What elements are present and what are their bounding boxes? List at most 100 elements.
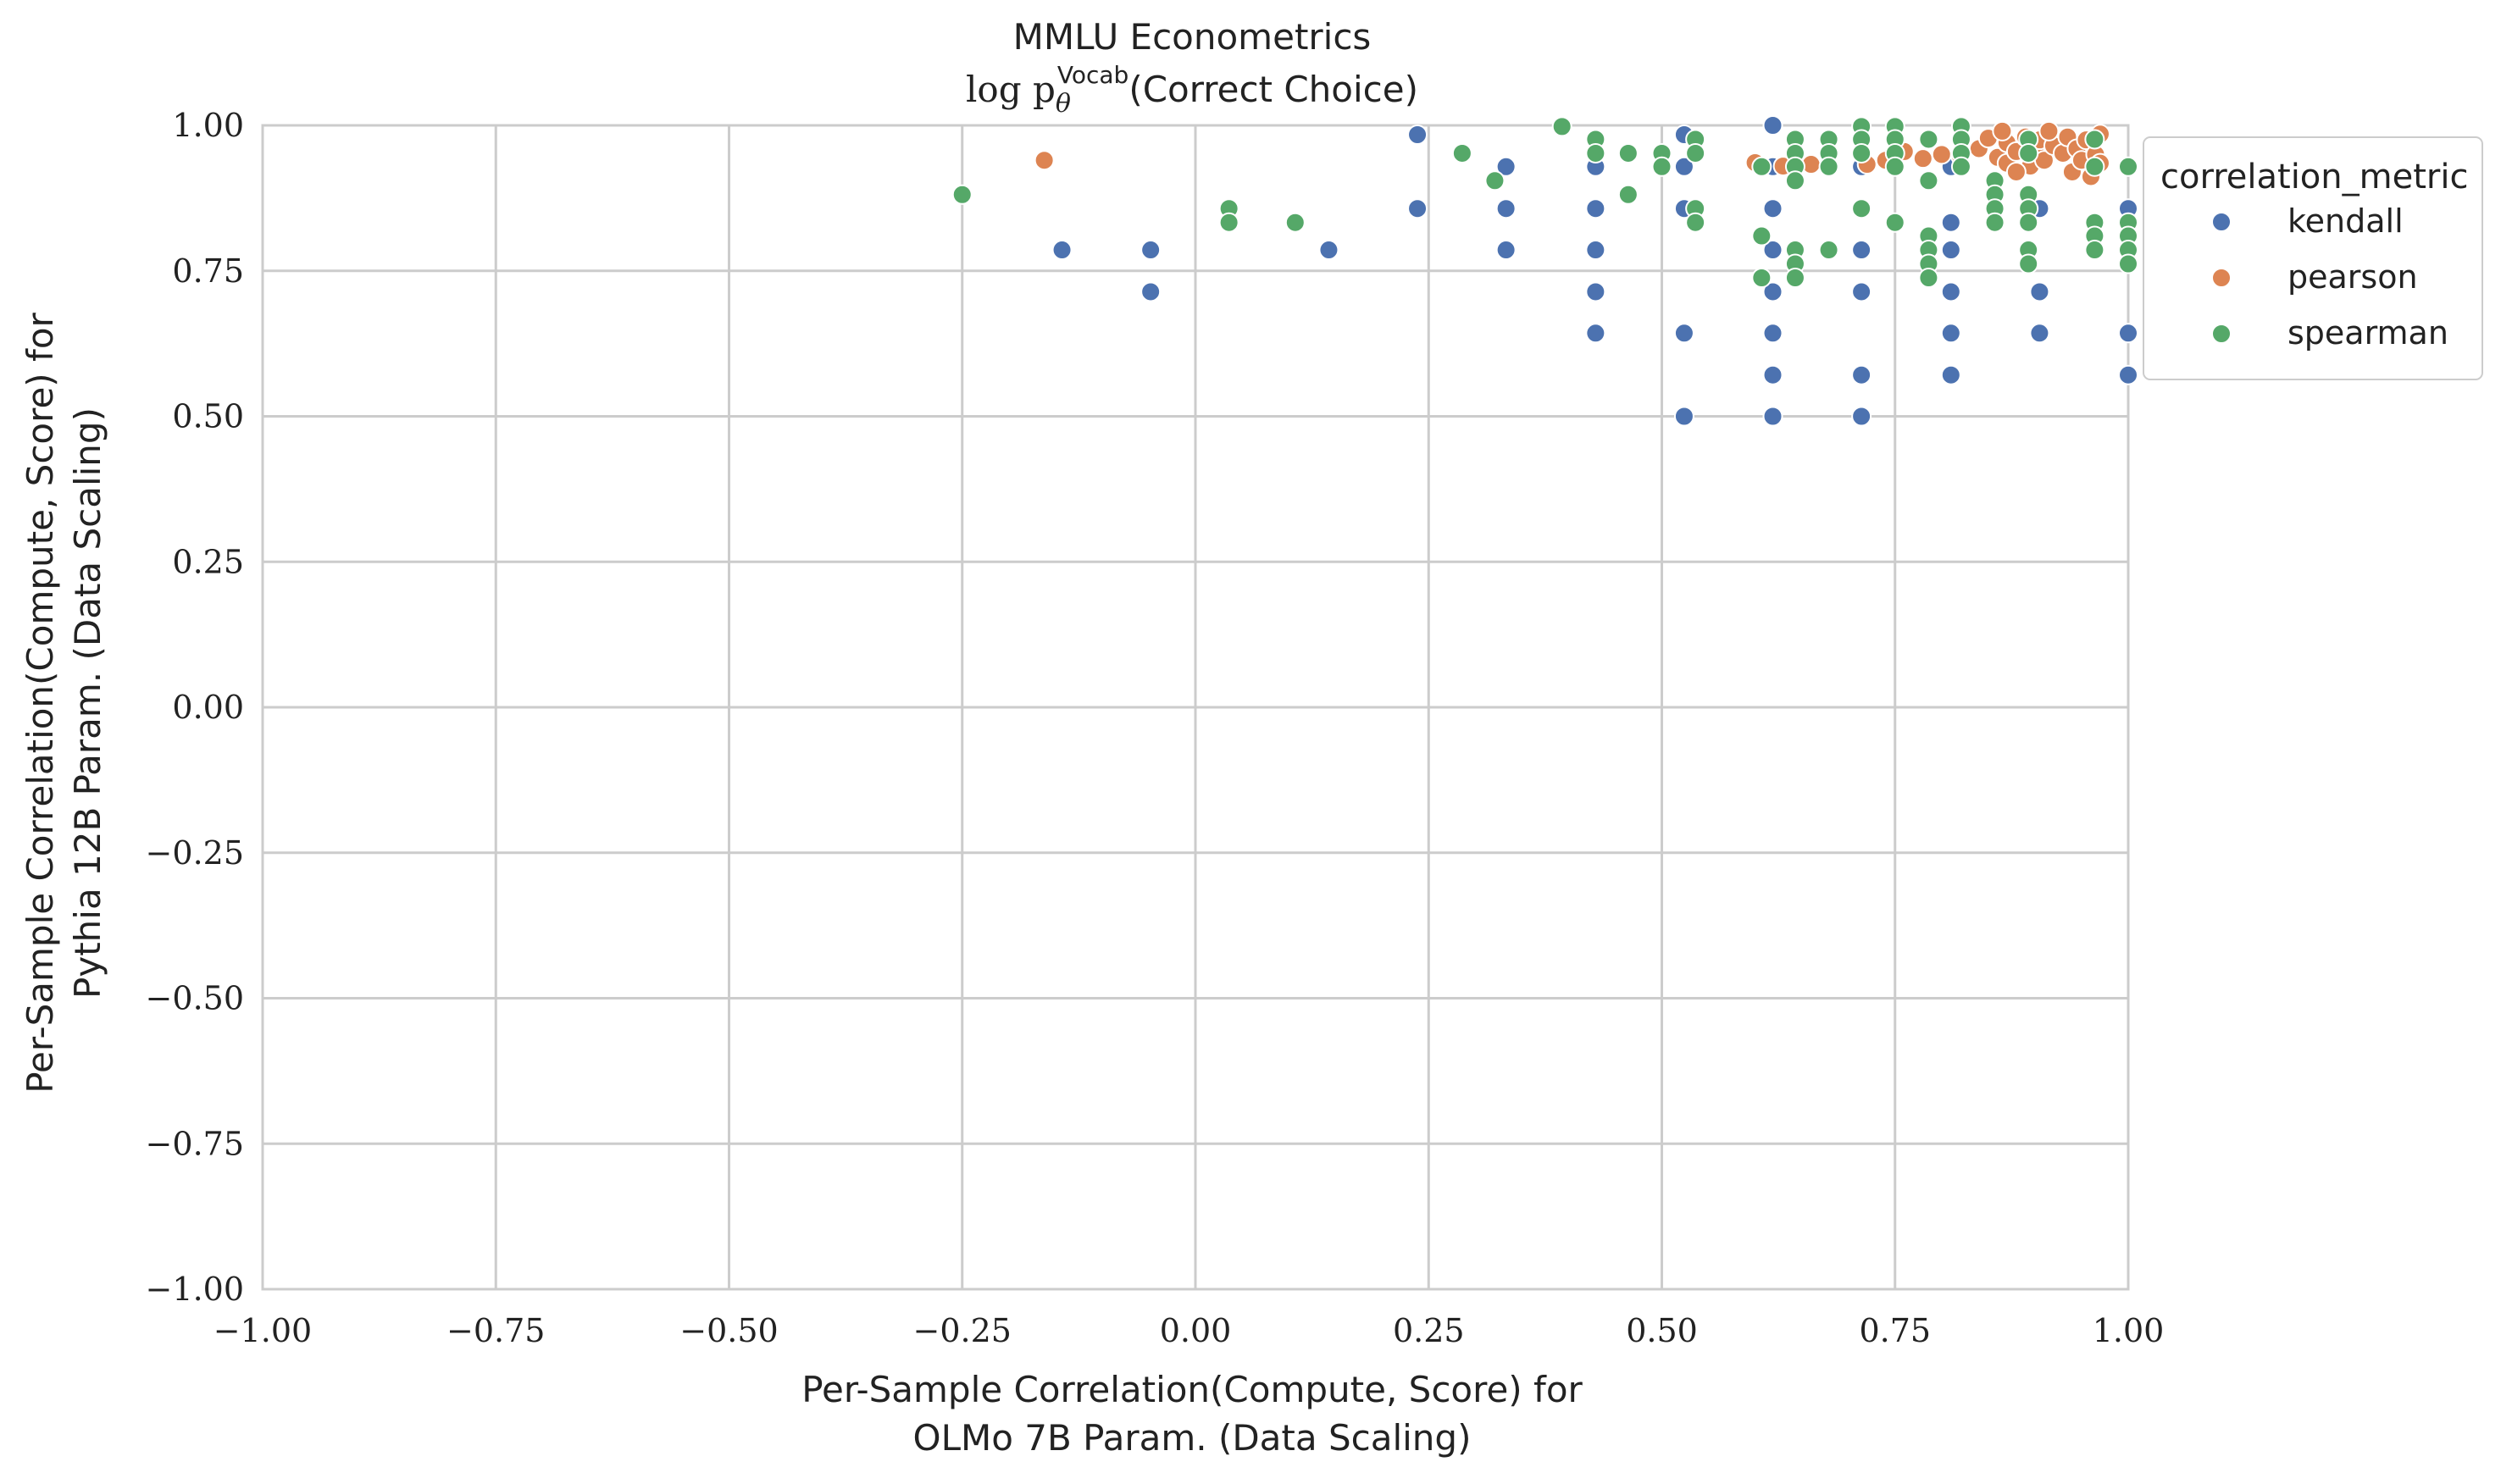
spearman-point [2018,142,2039,163]
y-tick-label: 0.25 [172,543,244,580]
spearman-point [1851,198,1872,219]
x-tick-labels: −1.00 −0.75 −0.50 −0.25 0.00 0.25 0.50 0.75 1.00 [214,1312,2165,1349]
kendall-point [1851,240,1872,261]
kendall-point [1495,198,1517,219]
kendall-point [1940,212,1961,233]
pearson-point [1912,148,1933,169]
y-axis-label-line1: Per-Sample Correlation(Compute, Score) f… [19,312,61,1093]
y-axis-label-line2: Pythia 12B Param. (Data Scaling) [67,407,108,999]
x-tick-label: 0.00 [1160,1312,1232,1349]
spearman-point [1484,170,1506,191]
spearman-point [2084,240,2105,261]
kendall-point [2029,281,2050,302]
legend-marker-spearman [2211,324,2232,344]
kendall-point [1673,323,1694,344]
spearman-point [1784,170,1805,191]
spearman-point [1651,156,1672,177]
y-tick-label: −0.50 [146,980,244,1017]
kendall-point [1851,281,1872,302]
spearman-point [1784,267,1805,288]
kendall-point [1585,240,1606,261]
spearman-point [1884,156,1905,177]
y-tick-label: 1.00 [172,107,244,144]
kendall-point [1318,240,1339,261]
x-tick-label: 0.25 [1393,1312,1465,1349]
kendall-point [1673,406,1694,427]
spearman-point [1818,156,1839,177]
kendall-point [1140,240,1162,261]
kendall-point [1407,124,1428,145]
y-tick-label: 0.50 [172,398,244,435]
kendall-point [2118,364,2138,385]
kendall-point [1407,198,1428,219]
spearman-point [1818,240,1839,261]
x-axis-label-line1: Per-Sample Correlation(Compute, Score) f… [801,1369,1583,1410]
spearman-point [1451,142,1472,163]
x-tick-label: −1.00 [214,1312,312,1349]
y-tick-label: 0.75 [172,252,244,290]
y-tick-label: −0.75 [146,1125,244,1162]
x-tick-label: −0.25 [913,1312,1012,1349]
spearman-point [1751,225,1772,246]
data-points [951,115,2138,427]
x-tick-label: 0.50 [1626,1312,1698,1349]
spearman-point [1751,156,1772,177]
kendall-point [1585,323,1606,344]
legend-items: kendall pearson spearman [2211,202,2448,352]
kendall-point [1762,240,1783,261]
kendall-point [1940,240,1961,261]
kendall-point [1851,406,1872,427]
kendall-point [2029,323,2050,344]
spearman-point [1585,142,1606,163]
spearman-point [1617,142,1639,163]
spearman-point [951,184,973,205]
spearman-point [2018,212,2039,233]
kendall-point [1585,198,1606,219]
spearman-point [1918,170,1939,191]
x-tick-label: −0.75 [446,1312,545,1349]
legend-box [2143,136,2483,380]
spearman-point [1751,267,1772,288]
legend: correlation_metric kendall pearson spearma… [2143,136,2483,380]
spearman-point [1685,142,1706,163]
legend-label-spearman: spearman [2288,314,2448,352]
plot-frame [261,124,2130,1291]
spearman-point [2084,129,2105,150]
kendall-point [1762,198,1783,219]
legend-title: correlation_metric [2160,158,2468,197]
legend-marker-kendall [2211,212,2232,232]
kendall-point [1585,281,1606,302]
spearman-point [2018,253,2039,274]
spearman-point [2118,253,2138,274]
spearman-point [1284,212,1306,233]
pearson-point [1931,144,1952,165]
pearson-point [2005,161,2027,182]
x-tick-label: 1.00 [2093,1312,2165,1349]
chart-title: MMLU Econometrics [1013,16,1372,58]
y-tick-label: 0.00 [172,689,244,726]
spearman-point [1551,116,1572,137]
pearson-point [1992,120,2013,141]
pearson-point [2038,120,2060,141]
kendall-point [1495,156,1517,177]
kendall-point [1762,115,1783,136]
kendall-point [1762,323,1783,344]
kendall-point [1495,240,1517,261]
y-tick-label: −1.00 [146,1271,244,1308]
y-tick-labels: −1.00 −0.75 −0.50 −0.25 0.00 0.25 0.50 0.75 1.00 [146,107,244,1308]
pearson-point [1034,150,1055,171]
kendall-point [2118,323,2138,344]
kendall-point [1140,281,1162,302]
kendall-point [1851,364,1872,385]
spearman-point [2118,156,2138,177]
kendall-point [1673,156,1694,177]
y-tick-label: −0.25 [146,834,244,872]
kendall-point [1940,364,1961,385]
spearman-point [1685,212,1706,233]
kendall-point [1762,364,1783,385]
spearman-point [1950,156,1971,177]
spearman-point [1918,267,1939,288]
legend-label-pearson: pearson [2288,258,2418,296]
